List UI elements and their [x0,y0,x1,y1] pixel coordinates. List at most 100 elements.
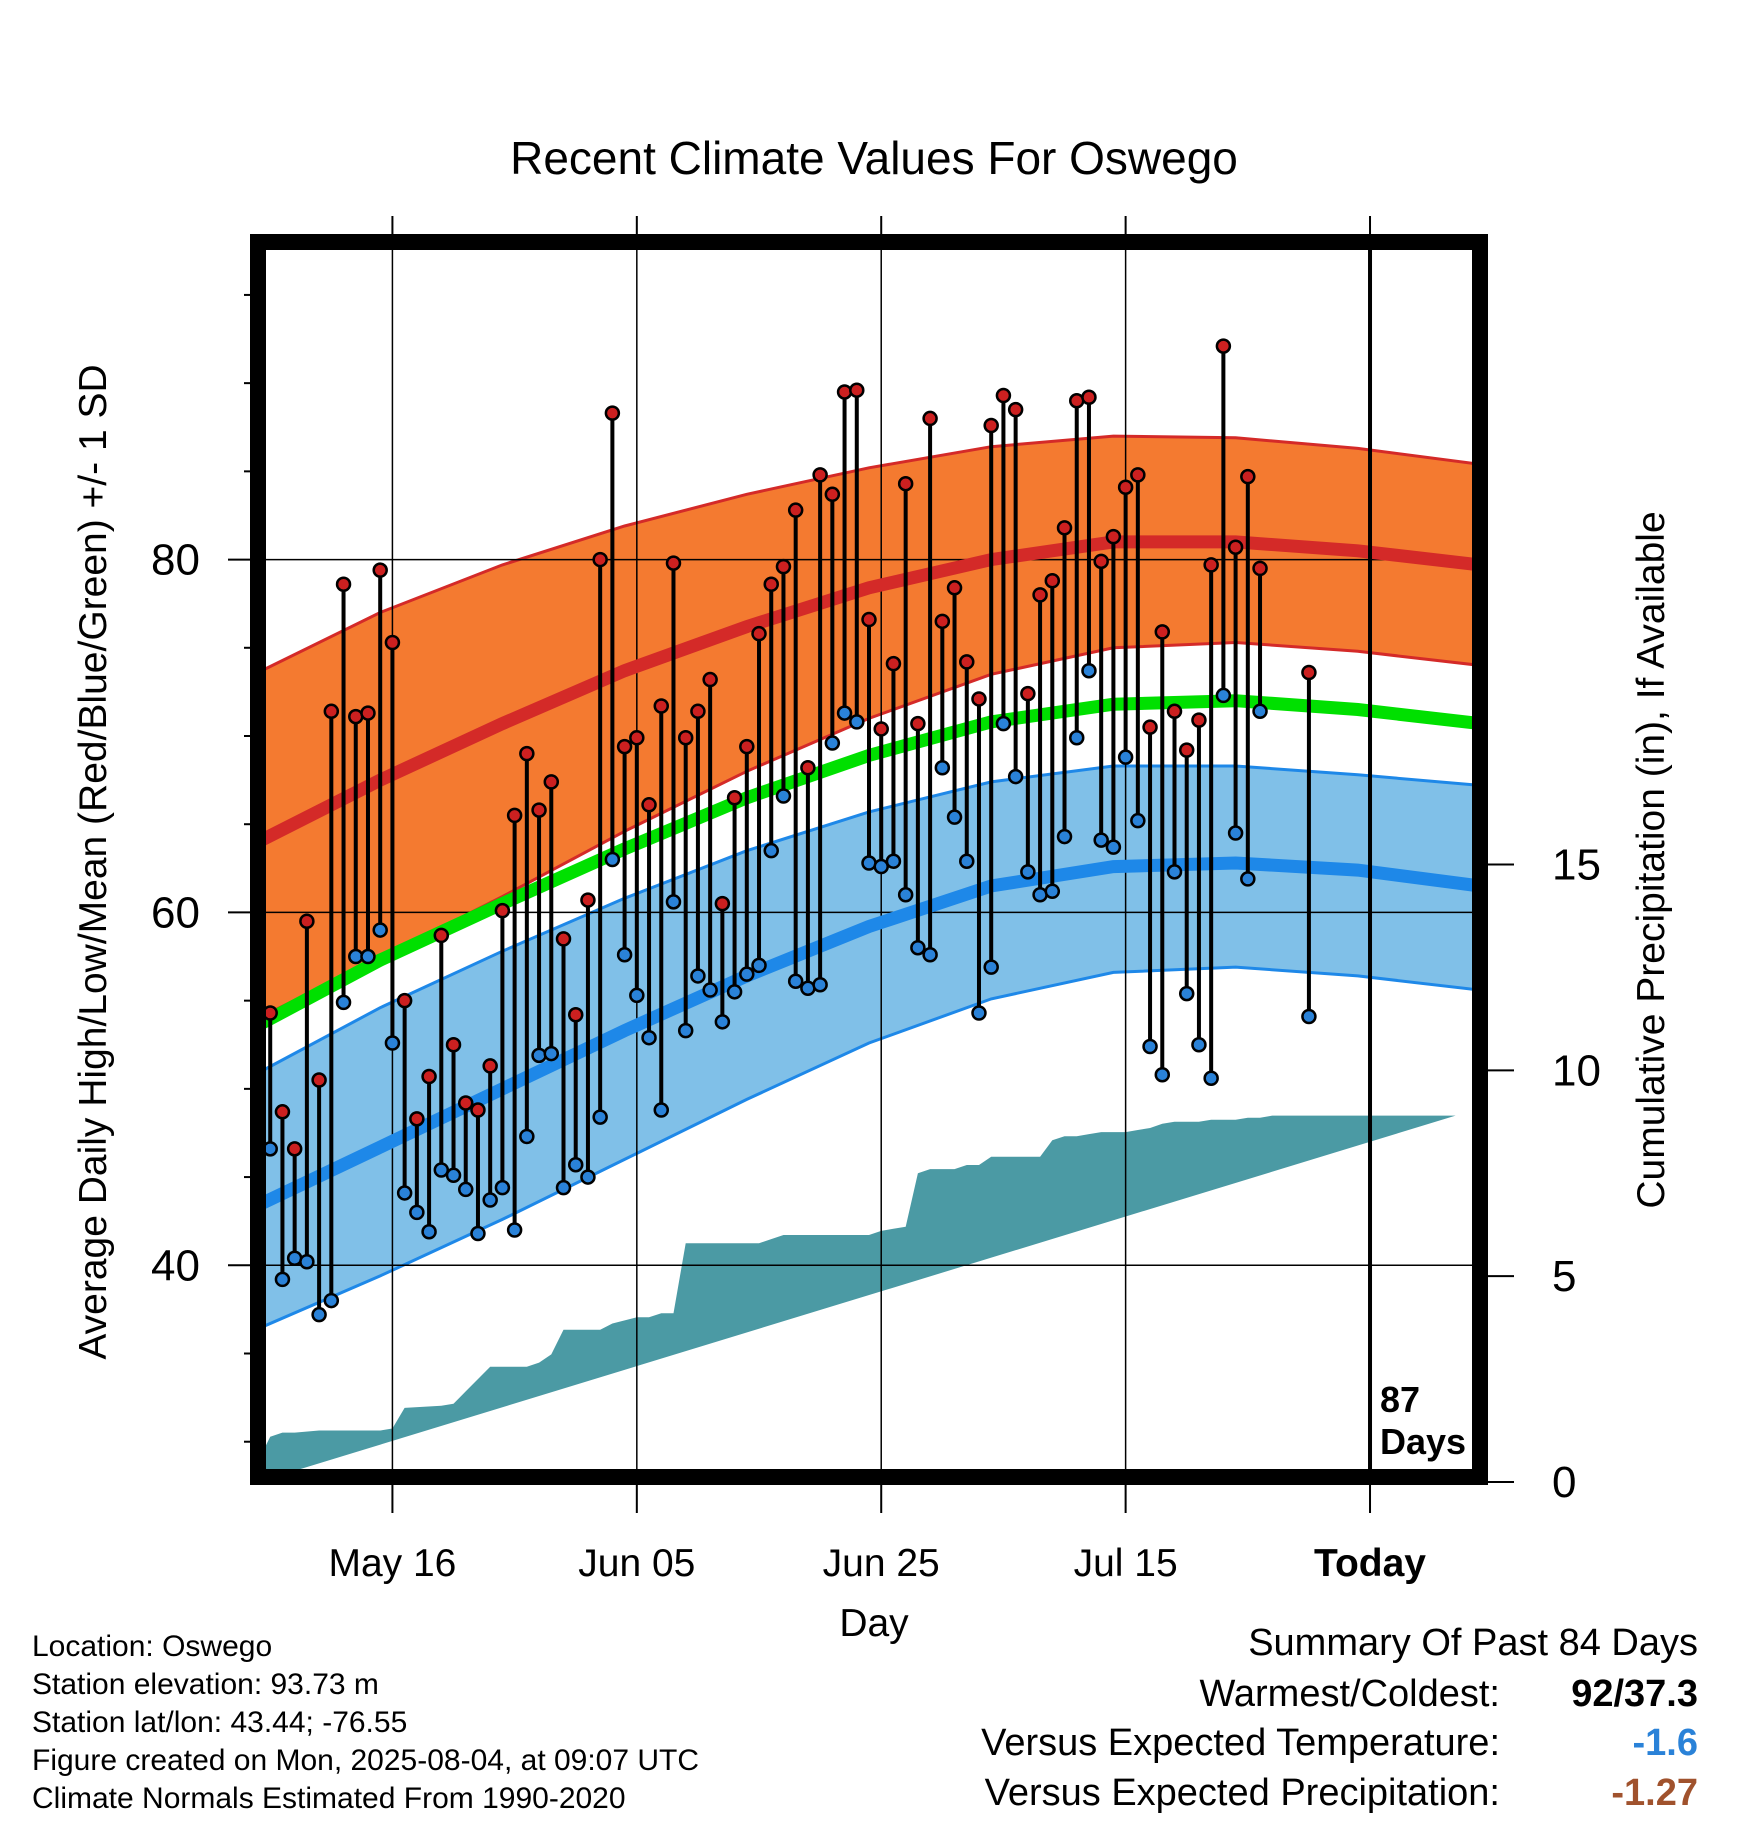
daily-high-point [555,931,572,947]
daily-high-point [1032,587,1048,603]
daily-low-point [946,809,963,825]
y-tick-label: 80 [151,536,200,585]
x-axis-label: Day [839,1602,909,1645]
daily-high-point [567,1007,584,1023]
daily-high-point [1081,389,1097,406]
y2-tick-label: 0 [1552,1458,1576,1507]
x-tick-label: Jul 15 [1074,1542,1178,1585]
daily-low-point [824,735,841,751]
daily-low-point [335,994,352,1011]
daily-low-point [311,1306,327,1323]
daily-high-point [1178,742,1195,758]
y2-tick-label: 10 [1552,1046,1601,1095]
daily-high-point [616,738,633,755]
daily-high-point [995,387,1012,404]
daily-low-point [812,977,828,993]
y-tick-label: 40 [151,1241,200,1290]
daily-high-point [457,1095,474,1111]
daily-low-point [897,887,914,903]
daily-low-point [372,922,388,938]
daily-high-point [360,705,376,721]
daily-high-point [1227,539,1244,555]
daily-low-point [873,858,889,875]
daily-high-point [1191,712,1207,728]
daily-high-point [445,1037,462,1053]
warmest-coldest-value: 92/37.3 [1571,1673,1698,1715]
daily-high-point [1142,719,1158,735]
daily-high-point [409,1111,425,1127]
daily-high-point [873,721,889,737]
daily-high-point [384,634,401,651]
daily-high-point [1203,557,1219,573]
daily-high-point [885,655,902,672]
today-days-label: 87 Days [1380,1379,1466,1462]
daily-low-point [1215,687,1232,704]
daily-low-point [616,947,633,963]
daily-low-point [983,959,999,975]
daily-low-point [409,1204,425,1221]
daily-low-point [1020,864,1036,880]
x-tick-label: Jun 05 [578,1542,695,1585]
daily-high-point [396,992,413,1009]
created-text: Figure created on Mon, 2025-08-04, at 09… [32,1744,700,1777]
daily-low-point [653,1102,670,1118]
y2-axis-label: Cumulative Precipitation (in), If Availa… [1630,511,1673,1208]
daily-low-point [1154,1066,1171,1083]
daily-high-point [934,613,951,630]
daily-high-point [470,1102,486,1118]
daily-high-point [897,475,914,492]
daily-low-point [555,1179,572,1196]
summary-title: Summary Of Past 84 Days [1248,1622,1698,1664]
daily-high-point [787,502,804,518]
daily-high-point [1056,520,1073,536]
temp-anomaly-value: -1.6 [1632,1722,1698,1764]
daily-low-point [433,1162,450,1178]
daily-low-point [849,714,865,730]
daily-high-point [959,654,975,670]
daily-high-point [311,1072,327,1088]
daily-low-point [506,1222,523,1238]
elevation-text: Station elevation: 93.73 m [32,1668,379,1701]
daily-high-point [580,892,596,908]
daily-low-point [396,1185,413,1201]
daily-high-point [726,790,743,806]
daily-high-point [983,417,999,434]
daily-low-point [384,1035,401,1051]
normals-text: Climate Normals Estimated From 1990-2020 [32,1782,626,1815]
daily-low-point [1081,662,1097,679]
daily-low-point [519,1128,535,1145]
daily-low-point [1203,1070,1219,1087]
daily-low-point [1178,985,1195,1002]
latlon-text: Station lat/lon: 43.44; -76.55 [32,1706,408,1739]
daily-high-point [543,774,560,790]
daily-low-point [751,957,767,974]
daily-high-point [482,1058,498,1074]
daily-low-point [714,1014,731,1030]
daily-high-point [751,625,767,642]
y2-tick-label: 5 [1552,1252,1576,1301]
x-tick-label: May 16 [328,1542,456,1585]
daily-low-point [421,1224,437,1240]
daily-high-point [1301,664,1317,681]
daily-low-point [910,939,926,956]
daily-low-point [482,1192,498,1208]
daily-low-point [1142,1038,1158,1055]
daily-low-point [1191,1037,1207,1053]
daily-high-point [763,576,779,593]
daily-low-point [604,851,621,868]
daily-high-point [592,551,608,568]
plot-frame [250,234,1488,1485]
daily-low-point [995,715,1012,732]
daily-high-point [274,1104,291,1120]
daily-low-point [739,966,755,982]
daily-low-point [959,853,975,870]
daily-high-point [849,382,865,398]
daily-high-point [861,611,877,628]
warmest-coldest-label: Warmest/Coldest: [1199,1673,1500,1715]
daily-high-point [421,1068,437,1085]
daily-high-point [1117,479,1134,495]
daily-high-point [506,807,523,824]
daily-high-point [299,913,315,929]
daily-low-point [885,853,902,870]
daily-high-point [946,580,963,596]
